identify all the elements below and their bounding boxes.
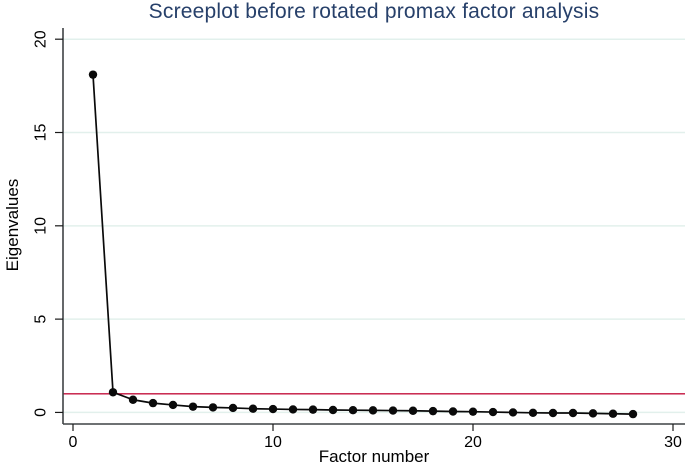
data-point [388, 406, 398, 415]
chart-title: Screeplot before rotated promax factor a… [148, 0, 600, 23]
y-axis-ticks: 0 5 10 15 20 [33, 30, 63, 417]
data-point [128, 395, 138, 404]
data-point [168, 400, 178, 410]
x-axis-ticks: 0 10 20 30 [69, 424, 682, 451]
svg-text:5: 5 [33, 315, 50, 324]
svg-text:0: 0 [33, 408, 50, 417]
data-point [348, 405, 358, 415]
data-point [468, 407, 478, 416]
data-point [548, 408, 558, 418]
data-points [88, 70, 638, 419]
data-point [288, 405, 298, 414]
data-point [368, 406, 378, 415]
data-point [568, 408, 578, 418]
data-point [268, 404, 278, 414]
svg-text:10: 10 [33, 217, 50, 235]
data-point [208, 403, 218, 412]
svg-text:20: 20 [464, 434, 482, 451]
data-point [228, 403, 238, 413]
data-point [88, 70, 98, 79]
data-point [408, 406, 418, 415]
data-point [628, 409, 638, 419]
svg-text:0: 0 [69, 434, 78, 451]
svg-text:20: 20 [33, 30, 50, 48]
data-point [508, 408, 518, 417]
svg-text:10: 10 [264, 434, 282, 451]
data-point [428, 406, 438, 416]
data-point [108, 388, 118, 397]
svg-text:30: 30 [664, 434, 682, 451]
gridlines [63, 38, 685, 414]
x-axis-title: Factor number [318, 447, 430, 466]
data-point [148, 398, 158, 408]
data-point [528, 408, 538, 418]
data-point [448, 407, 458, 416]
data-point [608, 409, 618, 418]
data-point [188, 402, 198, 411]
data-point [248, 404, 258, 413]
data-point [328, 405, 338, 415]
data-point [488, 407, 498, 417]
data-point [588, 409, 598, 418]
svg-text:15: 15 [33, 124, 50, 142]
data-point [308, 405, 318, 414]
series-line [92, 74, 634, 415]
